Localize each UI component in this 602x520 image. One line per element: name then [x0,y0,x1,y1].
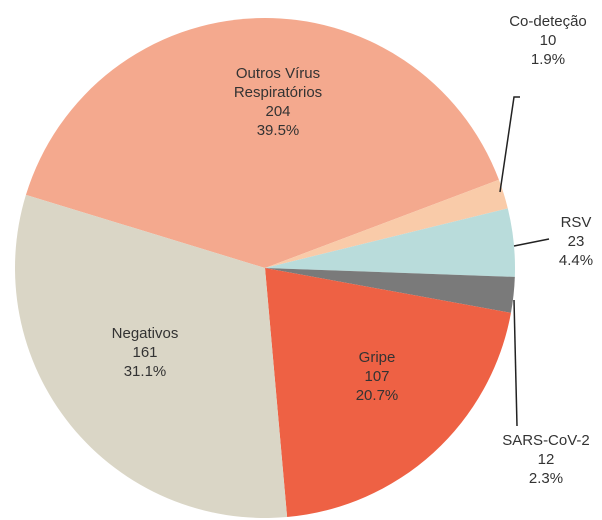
slice-name: RSV [560,214,592,231]
slice-name: Negativos [111,325,179,342]
pie-slice [265,208,515,277]
leader-line [513,238,550,247]
slice-count: 161 [132,344,158,361]
data-label: SARS-CoV-2 12 2.3% [476,431,602,488]
pie-slice [25,18,499,269]
slice-name: SARS-CoV-2 [502,432,590,449]
slice-name: Gripe [358,349,396,366]
slice-count: 10 [539,32,557,49]
pie-slice [265,268,515,313]
pie-slice [265,268,511,518]
slice-percent: 20.7% [355,387,399,404]
slice-count: 12 [537,451,555,468]
data-label: Gripe 107 20.7% [307,348,447,405]
slice-name: Co-deteção [509,13,587,30]
slice-percent: 4.4% [558,252,594,269]
leader-line [499,96,520,193]
slice-count: 204 [265,103,291,120]
data-label: Outros Vírus Respiratórios 204 39.5% [213,64,343,140]
slice-percent: 39.5% [256,122,300,139]
leader-line [513,299,518,427]
data-label: RSV 23 4.4% [506,213,602,270]
slice-name: Outros Vírus Respiratórios [233,65,323,101]
data-label: Negativos 161 31.1% [75,324,215,381]
data-label: Co-deteção 10 1.9% [478,12,602,69]
slice-percent: 31.1% [123,363,167,380]
slice-percent: 1.9% [530,51,566,68]
pie-slice [14,194,288,518]
pie-slice [265,179,508,268]
slice-percent: 2.3% [528,470,564,487]
slice-count: 23 [567,233,585,250]
slice-count: 107 [364,368,390,385]
